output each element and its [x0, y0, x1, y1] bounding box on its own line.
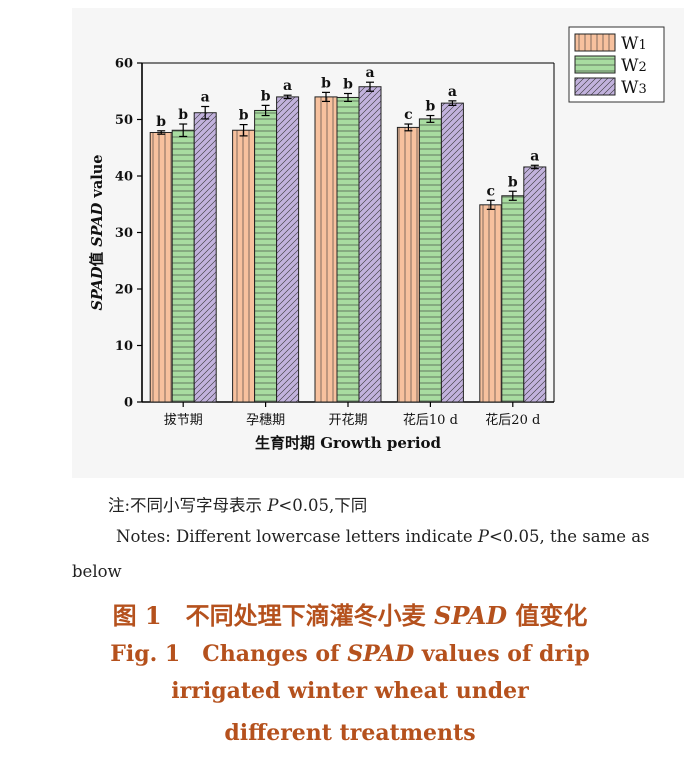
- bar: [336, 96, 360, 403]
- x-axis-label: 生育时期 Growth period: [255, 434, 442, 452]
- legend-label: W3: [621, 78, 647, 98]
- x-tick-label: 开花期: [328, 412, 367, 428]
- bar: [418, 118, 442, 403]
- bar: [501, 195, 525, 403]
- bar: [149, 131, 173, 403]
- legend-label: W2: [621, 56, 647, 76]
- bar: [358, 86, 382, 403]
- x-tick-label: 拔节期: [164, 413, 203, 428]
- significance-letter: a: [365, 65, 374, 81]
- significance-letter: a: [283, 78, 292, 94]
- y-tick-label: 0: [124, 396, 133, 411]
- x-tick-label: 花后10 d: [403, 412, 458, 428]
- significance-letter: b: [156, 114, 166, 130]
- bar: [254, 109, 278, 403]
- significance-letter: a: [201, 90, 210, 106]
- bar: [232, 129, 256, 403]
- significance-letter: b: [508, 174, 518, 190]
- bar: [314, 96, 338, 403]
- x-tick-label: 孕穗期: [246, 413, 285, 428]
- chart-area: 0 10 20 30 40 50 60 b b a 拔节期 b b a 孕穗期 b b a 开花期 c b a 花后10 d…: [72, 8, 684, 478]
- significance-letter: c: [404, 107, 413, 123]
- significance-letter: b: [426, 99, 436, 115]
- caption-en-line2: irrigated winter wheat under: [171, 678, 529, 704]
- x-tick-label: 花后20 d: [485, 412, 540, 428]
- significance-letter: a: [530, 148, 539, 164]
- significance-letter: a: [448, 84, 457, 100]
- significance-letter: b: [343, 77, 353, 93]
- y-tick-label: 50: [115, 113, 133, 128]
- bar: [193, 112, 217, 403]
- caption-en-line3: different treatments: [224, 720, 476, 746]
- note-en: Notes: Different lowercase letters indic…: [116, 527, 650, 546]
- bar: [171, 129, 195, 403]
- y-tick-label: 40: [115, 170, 133, 185]
- bar: [440, 102, 464, 403]
- bar: [276, 96, 300, 403]
- significance-letter: b: [178, 107, 188, 123]
- note-cn: 注:不同小写字母表示 P<0.05,下同: [108, 496, 368, 515]
- legend-swatch: [574, 55, 616, 74]
- y-tick-label: 10: [115, 339, 133, 354]
- legend-swatch: [574, 77, 616, 96]
- legend-swatch: [574, 33, 616, 52]
- caption-en-line1: Fig. 1 Changes of SPAD values of drip: [110, 641, 590, 667]
- y-tick-label: 20: [115, 283, 133, 298]
- significance-letter: b: [239, 108, 249, 124]
- significance-letter: b: [321, 75, 331, 91]
- bar: [523, 166, 547, 403]
- bar: [396, 126, 420, 403]
- note-en-tail: below: [72, 562, 122, 581]
- y-tick-label: 60: [115, 57, 133, 72]
- legend-label: W1: [621, 34, 647, 54]
- significance-letter: c: [487, 183, 496, 199]
- bar: [479, 204, 503, 403]
- y-tick-label: 30: [115, 226, 133, 241]
- y-axis-label: SPAD值 SPAD value: [88, 154, 106, 310]
- significance-letter: b: [261, 88, 271, 104]
- caption-cn: 图 1 不同处理下滴灌冬小麦 SPAD 值变化: [112, 601, 588, 630]
